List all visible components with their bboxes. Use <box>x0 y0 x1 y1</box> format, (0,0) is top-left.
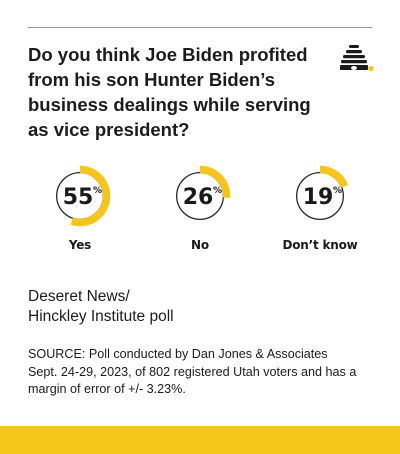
donut-item: 55% Yes <box>35 160 125 252</box>
source-note: SOURCE: Poll conducted by Dan Jones & As… <box>28 347 357 396</box>
source-name: Deseret News/ Hinckley Institute poll <box>28 288 174 325</box>
donut-svg: 55% <box>49 165 111 227</box>
category-label: Yes <box>68 238 92 252</box>
donut-value-label: 26 <box>183 185 214 210</box>
donut-value-label: 19 <box>303 185 334 210</box>
donut-value-label: 55 <box>63 185 94 210</box>
percent-sign: % <box>93 186 102 196</box>
percent-sign: % <box>213 186 222 196</box>
percent-sign: % <box>333 186 342 196</box>
category-label: Don’t know <box>282 238 358 252</box>
donut-chart-group: 55% Yes 26% No 19% Don’t know <box>0 160 400 270</box>
category-label: No <box>191 238 209 252</box>
chart-title: Do you think Joe Biden profited from his… <box>28 44 311 140</box>
donut-item: 26% No <box>155 160 245 252</box>
donut-svg: 26% <box>169 165 231 227</box>
donut-value-arc-yes <box>49 165 111 227</box>
donut-item: 19% Don’t know <box>275 160 365 252</box>
donut-svg: 19% <box>289 165 351 227</box>
donut-value-arc-don-t-know <box>289 165 351 227</box>
donut-value-arc-no <box>169 165 231 227</box>
bottom-accent-bar <box>0 426 400 454</box>
top-divider <box>28 27 372 28</box>
beehive-icon <box>340 45 374 72</box>
